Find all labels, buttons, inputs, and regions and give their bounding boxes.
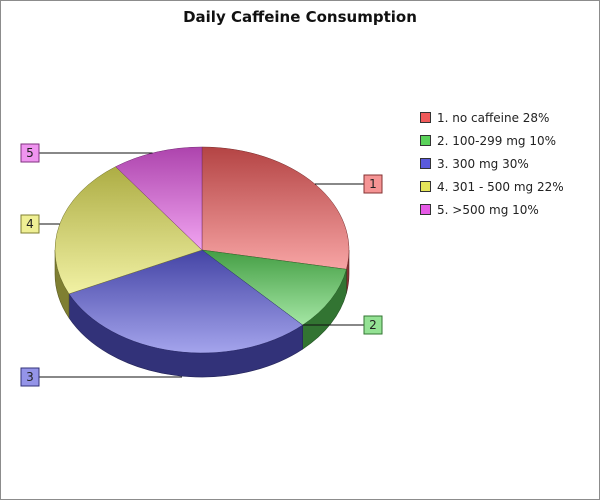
chart-legend: 1. no caffeine 28% 2. 100-299 mg 10% 3. … <box>420 106 564 221</box>
pie-slice-5 <box>115 146 203 251</box>
callout-label-3: 3 <box>26 370 34 384</box>
legend-item-1: 1. no caffeine 28% <box>420 106 564 129</box>
legend-item-4: 4. 301 - 500 mg 22% <box>420 175 564 198</box>
legend-label-2: 2. 100-299 mg 10% <box>437 133 557 148</box>
legend-label-5: 5. >500 mg 10% <box>437 202 539 217</box>
legend-swatch-4 <box>420 181 431 192</box>
callout-box-1 <box>363 174 383 194</box>
callout-label-2: 2 <box>369 318 377 332</box>
legend-item-2: 2. 100-299 mg 10% <box>420 129 564 152</box>
pie-slice-1 <box>201 146 350 270</box>
callout-box-5 <box>20 143 40 163</box>
legend-item-5: 5. >500 mg 10% <box>420 198 564 221</box>
pie-slice-2 <box>201 249 347 326</box>
legend-label-4: 4. 301 - 500 mg 22% <box>437 179 564 194</box>
legend-label-3: 3. 300 mg 30% <box>437 156 529 171</box>
callout-label-1: 1 <box>369 177 377 191</box>
legend-swatch-2 <box>420 135 431 146</box>
callout-box-3 <box>20 367 40 387</box>
legend-label-1: 1. no caffeine 28% <box>437 110 550 125</box>
callout-box-2 <box>363 315 383 335</box>
pie-callouts: 1 2 3 4 5 <box>20 143 383 387</box>
callout-label-5: 5 <box>26 146 34 160</box>
legend-item-3: 3. 300 mg 30% <box>420 152 564 175</box>
callout-label-4: 4 <box>26 217 34 231</box>
legend-swatch-1 <box>420 112 431 123</box>
legend-swatch-3 <box>420 158 431 169</box>
legend-swatch-5 <box>420 204 431 215</box>
pie-slice-3 <box>68 249 304 354</box>
callout-box-4 <box>20 214 40 234</box>
chart-title: Daily Caffeine Consumption <box>183 8 417 26</box>
pie-top <box>54 146 350 354</box>
